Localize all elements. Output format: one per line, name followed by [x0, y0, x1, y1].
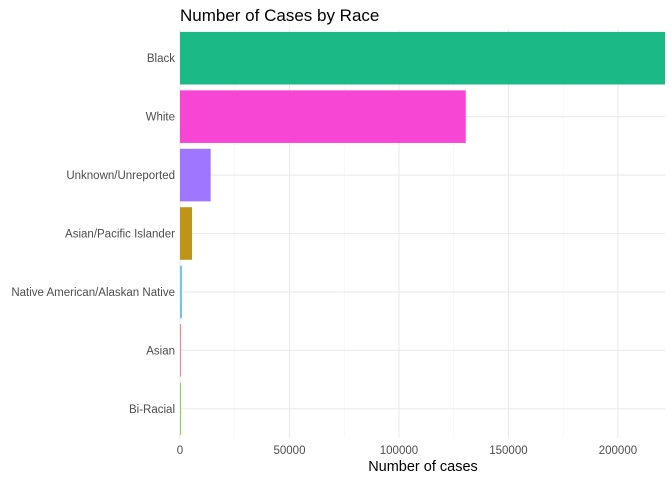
bar-native-american-alaskan-native [180, 265, 182, 319]
bar-bi-racial [180, 382, 182, 436]
x-tick-label: 0 [177, 445, 183, 457]
bar-asian [180, 324, 181, 377]
bar-layer [180, 31, 665, 436]
y-tick-label: Native American/Alaskan Native [11, 287, 175, 299]
y-tick-label: Bi-Racial [129, 404, 175, 416]
bar-white [180, 90, 466, 143]
y-tick-label: Asian [146, 345, 175, 357]
bar-unknown-unreported [180, 148, 211, 202]
y-tick-label: White [146, 112, 175, 124]
y-tick-label: Unknown/Unreported [66, 170, 175, 182]
x-axis-tick-labels: 0 50000 100000 150000 200000 [177, 445, 637, 457]
y-axis-tick-labels: Black White Unknown/Unreported Asian/Pacifi… [11, 53, 175, 416]
x-tick-label: 50000 [273, 445, 305, 457]
x-tick-label: 100000 [380, 445, 418, 457]
y-tick-label: Asian/Pacific Islander [65, 229, 175, 241]
bar-black [180, 31, 665, 85]
x-axis-title: Number of cases [368, 459, 478, 475]
chart-title: Number of Cases by Race [180, 6, 379, 25]
bar-asian-pacific-islander [180, 207, 193, 260]
y-tick-label: Black [147, 53, 175, 65]
x-tick-label: 150000 [489, 445, 527, 457]
x-tick-label: 200000 [599, 445, 637, 457]
